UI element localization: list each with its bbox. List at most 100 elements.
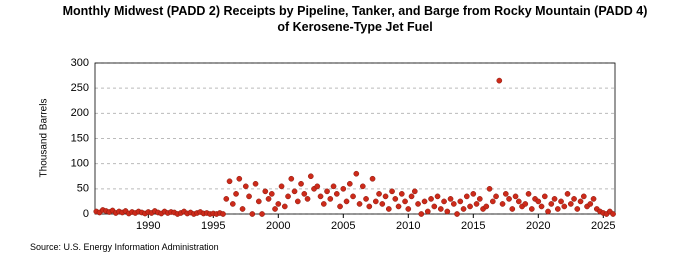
data-point	[259, 211, 265, 217]
data-point	[246, 193, 252, 200]
data-point	[317, 193, 324, 200]
data-point	[275, 201, 282, 207]
data-point	[418, 211, 425, 217]
data-point	[379, 201, 386, 207]
source-note: Source: U.S. Energy Information Administ…	[30, 242, 219, 252]
data-point	[411, 188, 418, 195]
data-point	[262, 188, 269, 195]
data-point	[220, 211, 226, 217]
data-point	[382, 193, 389, 200]
data-point	[434, 193, 441, 200]
data-point	[278, 183, 285, 190]
data-point	[522, 201, 529, 207]
data-point	[567, 201, 574, 207]
data-point	[350, 193, 356, 200]
y-tick-label: 100	[71, 158, 89, 170]
data-point	[255, 198, 262, 205]
data-point	[499, 201, 506, 207]
data-point	[424, 208, 431, 215]
data-point	[564, 191, 571, 197]
data-point	[574, 206, 581, 212]
data-point	[333, 191, 340, 197]
data-point	[363, 196, 369, 202]
data-point	[493, 193, 499, 200]
data-point	[298, 180, 304, 187]
data-point	[545, 208, 551, 215]
y-tick-label: 250	[71, 82, 89, 94]
data-point	[548, 201, 555, 207]
y-tick-label: 300	[71, 57, 89, 69]
data-point	[242, 183, 249, 190]
data-point	[441, 198, 447, 205]
data-point	[327, 196, 334, 202]
data-point	[233, 191, 239, 197]
data-point	[577, 198, 584, 205]
data-point	[447, 196, 454, 202]
data-point	[229, 201, 236, 207]
data-point	[463, 193, 470, 200]
x-tick-label: 2020	[526, 220, 550, 232]
y-tick-label: 150	[71, 132, 89, 144]
y-tick-label: 200	[71, 107, 89, 119]
data-point	[281, 203, 288, 210]
data-point	[535, 198, 542, 205]
y-tick-label: 50	[77, 183, 89, 195]
data-point	[470, 191, 477, 197]
data-point	[395, 203, 402, 210]
data-point	[483, 203, 490, 210]
data-point	[525, 191, 532, 197]
data-point	[512, 193, 519, 200]
data-point	[272, 206, 278, 212]
data-point	[486, 185, 493, 192]
data-point	[320, 201, 327, 207]
data-point	[369, 175, 376, 182]
x-tick-label: 1995	[201, 220, 225, 232]
data-point	[376, 191, 382, 197]
data-point	[291, 188, 298, 195]
data-point	[314, 183, 321, 190]
data-point	[223, 196, 230, 202]
data-point	[431, 203, 438, 210]
chart-title: Monthly Midwest (PADD 2) Receipts by Pip…	[62, 4, 648, 34]
x-tick-label: 2010	[396, 220, 420, 232]
data-point	[340, 185, 347, 192]
data-point	[457, 198, 464, 205]
data-point	[473, 201, 480, 207]
data-point	[346, 180, 353, 187]
data-point	[337, 203, 343, 210]
x-tick-label: 2005	[331, 220, 355, 232]
data-point	[392, 196, 399, 202]
data-point	[405, 206, 412, 212]
data-point	[496, 77, 503, 84]
data-point	[359, 183, 366, 190]
data-point	[528, 206, 535, 212]
data-point	[307, 173, 314, 180]
data-point	[402, 198, 408, 205]
y-axis-label: Thousand Barrels	[39, 99, 50, 178]
data-point	[437, 206, 444, 212]
data-point	[428, 196, 434, 202]
x-tick-label: 2015	[461, 220, 485, 232]
data-point	[541, 193, 548, 200]
x-tick-label: 2000	[266, 220, 290, 232]
x-tick-label: 1990	[136, 220, 160, 232]
data-point	[460, 206, 467, 212]
data-point	[467, 203, 473, 210]
data-point	[356, 201, 363, 207]
data-point	[343, 198, 350, 205]
data-point	[265, 196, 272, 202]
data-point	[454, 211, 460, 217]
data-point	[301, 191, 308, 197]
data-point	[506, 196, 512, 202]
data-point	[558, 198, 564, 205]
data-point	[324, 188, 330, 195]
data-point	[398, 191, 405, 197]
data-point	[285, 193, 291, 200]
data-point	[476, 196, 483, 202]
data-point	[590, 196, 597, 202]
data-point	[252, 180, 259, 187]
y-tick-label: 0	[83, 208, 89, 220]
data-point	[385, 206, 392, 212]
